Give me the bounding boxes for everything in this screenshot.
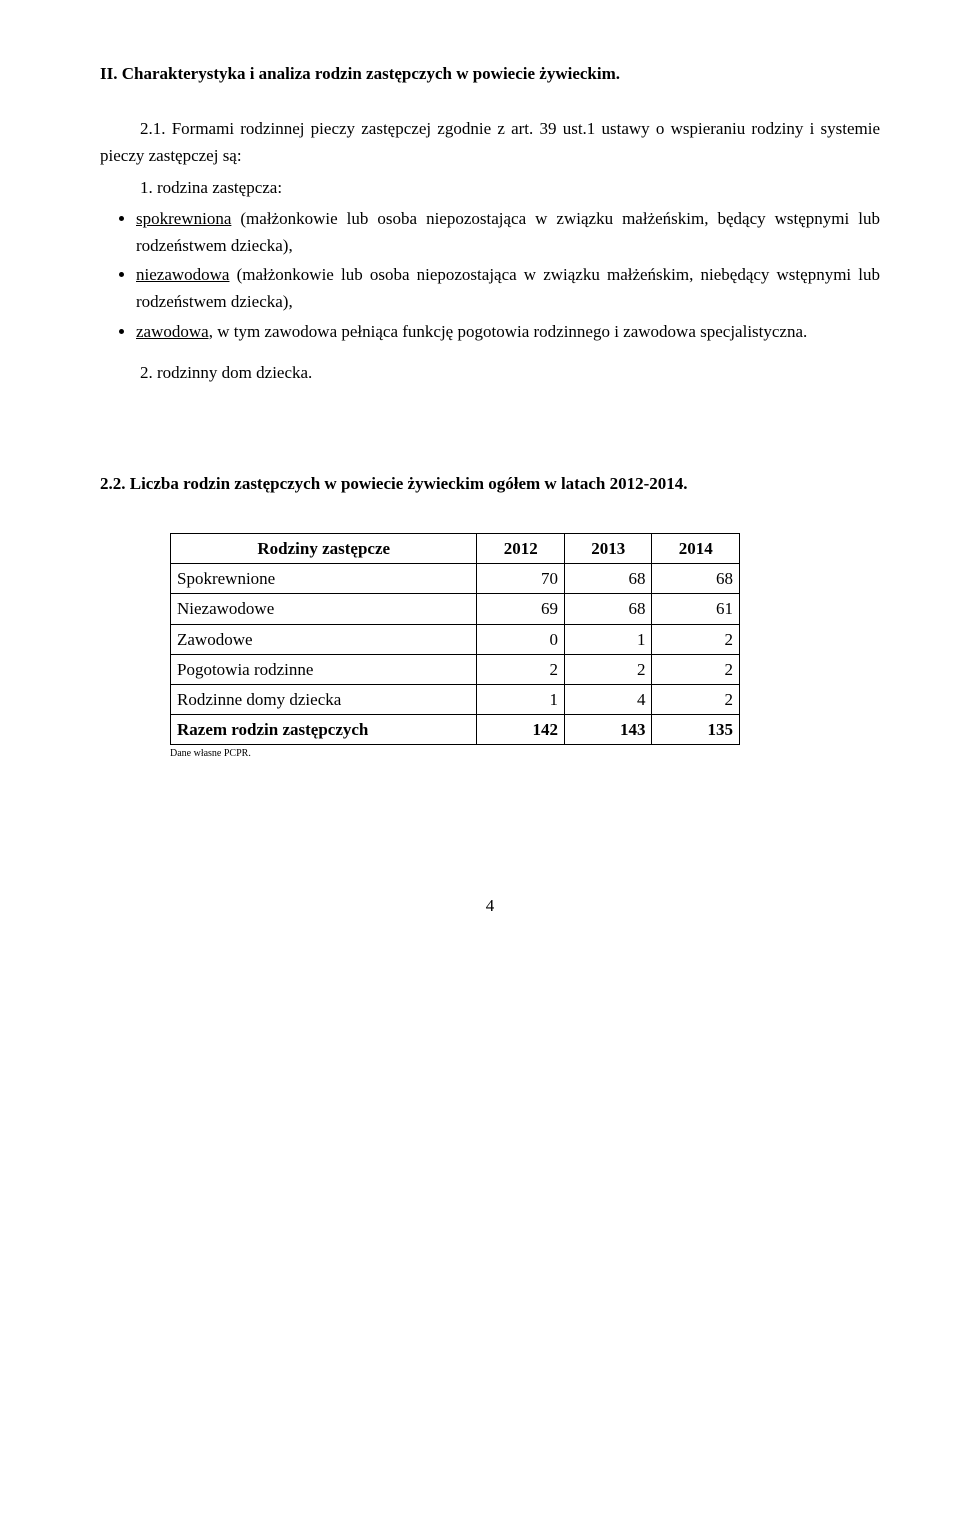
bullet-item: spokrewniona (małżonkowie lub osoba niep… — [136, 205, 880, 259]
table-cell: 68 — [564, 564, 652, 594]
table-row-label: Rodzinne domy dziecka — [171, 685, 477, 715]
table-header-cell: Rodziny zastępcze — [171, 534, 477, 564]
list-item-1: 1. rodzina zastępcza: — [100, 174, 880, 201]
table-row: Zawodowe012 — [171, 624, 740, 654]
table-cell: 0 — [477, 624, 565, 654]
table-cell: 70 — [477, 564, 565, 594]
data-table: Rodziny zastępcze201220132014Spokrewnion… — [170, 533, 740, 745]
table-cell: 142 — [477, 715, 565, 745]
table-footnote: Dane własne PCPR. — [170, 746, 880, 762]
table-row-label: Zawodowe — [171, 624, 477, 654]
table-cell: 61 — [652, 594, 740, 624]
bullet-list: spokrewniona (małżonkowie lub osoba niep… — [100, 205, 880, 345]
bullet-underlined-term: niezawodowa — [136, 265, 229, 284]
table-container: Rodziny zastępcze201220132014Spokrewnion… — [170, 533, 880, 762]
table-cell: 2 — [652, 654, 740, 684]
table-cell: 143 — [564, 715, 652, 745]
table-header-cell: 2013 — [564, 534, 652, 564]
table-row: Spokrewnione706868 — [171, 564, 740, 594]
table-cell: 68 — [652, 564, 740, 594]
table-row: Razem rodzin zastępczych142143135 — [171, 715, 740, 745]
table-cell: 2 — [652, 624, 740, 654]
table-header-cell: 2012 — [477, 534, 565, 564]
page-number: 4 — [100, 892, 880, 919]
table-header-cell: 2014 — [652, 534, 740, 564]
bullet-rest-text: w tym zawodowa pełniąca funkcję pogotowi… — [213, 322, 807, 341]
section-heading: II. Charakterystyka i analiza rodzin zas… — [100, 60, 880, 87]
table-row: Rodzinne domy dziecka142 — [171, 685, 740, 715]
table-cell: 4 — [564, 685, 652, 715]
table-cell: 2 — [477, 654, 565, 684]
table-row: Pogotowia rodzinne222 — [171, 654, 740, 684]
bullet-underlined-term: zawodowa, — [136, 322, 213, 341]
table-row-label: Razem rodzin zastępczych — [171, 715, 477, 745]
table-cell: 1 — [564, 624, 652, 654]
table-row: Niezawodowe696861 — [171, 594, 740, 624]
bullet-rest-text: (małżonkowie lub osoba niepozostająca w … — [136, 265, 880, 311]
paragraph-intro: 2.1. Formami rodzinnej pieczy zastępczej… — [100, 115, 880, 169]
table-cell: 2 — [564, 654, 652, 684]
subsection-heading: 2.2. Liczba rodzin zastępczych w powieci… — [100, 470, 880, 497]
table-row-label: Niezawodowe — [171, 594, 477, 624]
bullet-item: niezawodowa (małżonkowie lub osoba niepo… — [136, 261, 880, 315]
table-row-label: Pogotowia rodzinne — [171, 654, 477, 684]
table-row-label: Spokrewnione — [171, 564, 477, 594]
bullet-underlined-term: spokrewniona — [136, 209, 231, 228]
table-cell: 68 — [564, 594, 652, 624]
list-item-2: 2. rodzinny dom dziecka. — [100, 359, 880, 386]
bullet-item: zawodowa, w tym zawodowa pełniąca funkcj… — [136, 318, 880, 345]
bullet-rest-text: (małżonkowie lub osoba niepozostająca w … — [136, 209, 880, 255]
table-cell: 1 — [477, 685, 565, 715]
table-cell: 69 — [477, 594, 565, 624]
table-cell: 2 — [652, 685, 740, 715]
table-cell: 135 — [652, 715, 740, 745]
